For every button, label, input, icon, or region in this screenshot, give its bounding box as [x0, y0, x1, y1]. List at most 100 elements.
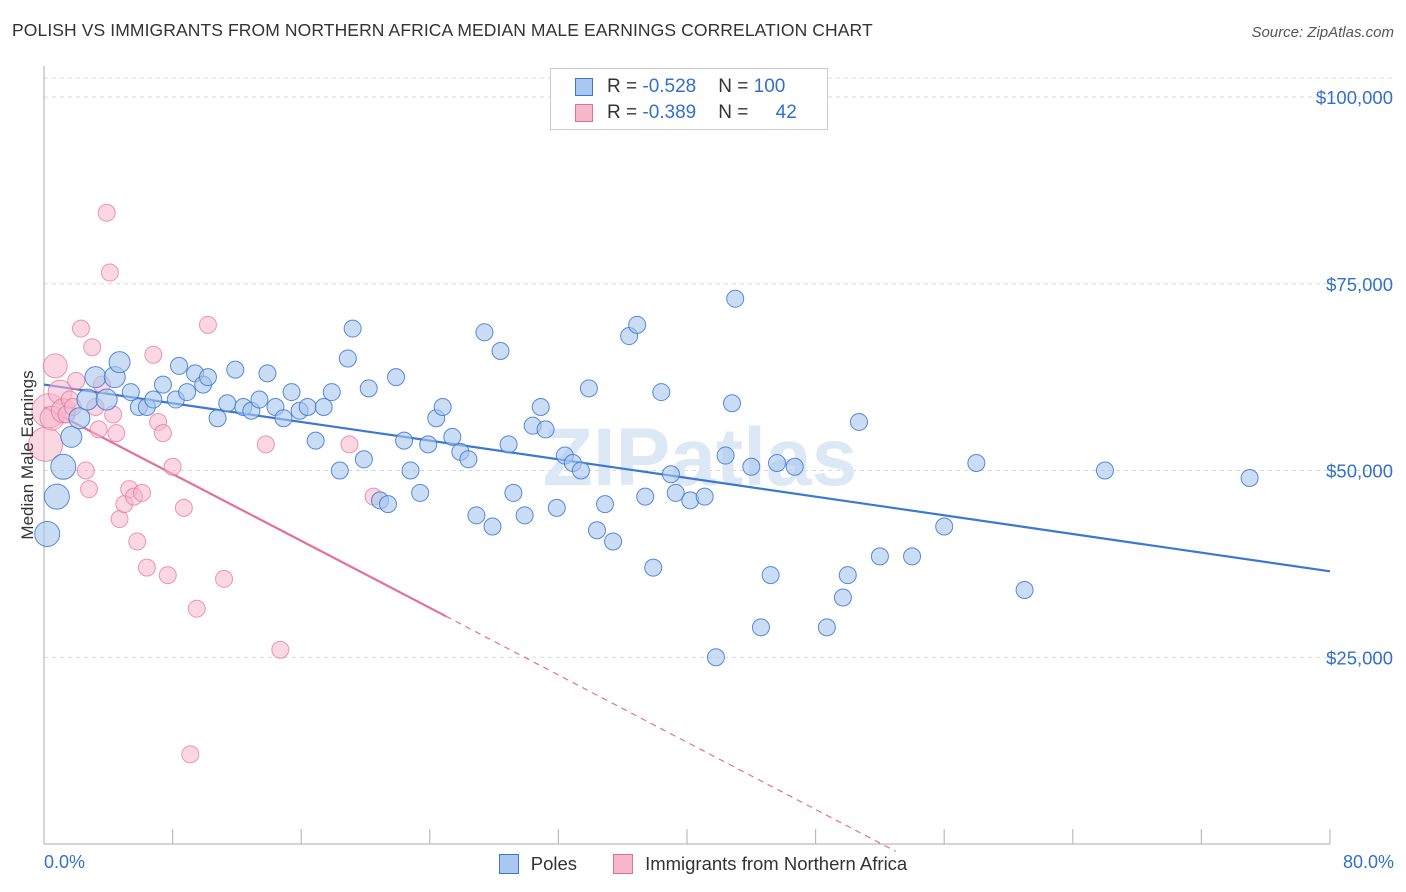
point-northern-africa — [158, 566, 177, 585]
point-poles — [504, 483, 523, 502]
point-poles — [258, 364, 277, 383]
point-poles — [644, 558, 663, 577]
point-poles — [250, 390, 269, 409]
point-poles — [387, 368, 406, 387]
y-tick-label: $25,000 — [1326, 647, 1393, 668]
point-poles — [419, 435, 438, 454]
point-northern-africa — [181, 745, 200, 764]
point-poles — [379, 495, 398, 514]
chart-title: POLISH VS IMMIGRANTS FROM NORTHERN AFRIC… — [12, 20, 873, 40]
point-poles — [838, 566, 857, 585]
point-poles — [536, 420, 555, 439]
point-northern-africa — [89, 420, 108, 439]
point-poles — [401, 461, 420, 480]
point-northern-africa — [71, 319, 90, 338]
point-poles — [768, 454, 787, 473]
point-northern-africa — [271, 640, 290, 659]
point-poles — [967, 454, 986, 473]
point-poles — [483, 517, 502, 536]
point-northern-africa — [137, 558, 156, 577]
point-poles — [817, 618, 836, 637]
point-poles — [870, 547, 889, 566]
watermark: ZIPatlas — [543, 412, 857, 503]
northern-africa-swatch — [575, 104, 593, 122]
point-poles — [833, 588, 852, 607]
point-poles — [76, 388, 99, 411]
poles-swatch — [575, 78, 593, 96]
point-poles — [298, 398, 317, 417]
point-poles — [208, 409, 227, 428]
northern-africa-swatch — [613, 854, 634, 874]
point-poles — [395, 431, 414, 450]
point-poles — [547, 498, 566, 517]
point-poles — [475, 323, 494, 342]
n-label: N = — [718, 102, 754, 123]
point-poles — [459, 450, 478, 469]
point-poles — [359, 379, 378, 398]
legend-row-poles: R = -0.528 N = 100 — [575, 75, 785, 99]
r-label: R = — [607, 102, 643, 123]
point-poles — [587, 521, 606, 540]
point-northern-africa — [340, 435, 359, 454]
series-northern-africa-points — [28, 203, 383, 764]
point-poles — [467, 506, 486, 525]
trend-line-northern-africa-extension — [445, 615, 897, 853]
legend-item-poles[interactable]: Poles — [498, 853, 578, 875]
point-northern-africa — [83, 338, 102, 357]
point-poles — [935, 517, 954, 536]
legend-item-northern-africa[interactable]: Immigrants from Northern Africa — [613, 853, 907, 875]
point-poles — [1015, 581, 1034, 600]
point-poles — [84, 366, 107, 389]
point-poles — [330, 461, 349, 480]
point-poles — [579, 379, 598, 398]
point-northern-africa — [144, 345, 163, 364]
point-northern-africa — [97, 203, 116, 222]
r-label: R = — [607, 76, 643, 97]
y-tick-label: $100,000 — [1316, 87, 1393, 108]
trend-line-northern-africa — [43, 406, 447, 618]
point-poles — [34, 520, 61, 547]
point-northern-africa — [163, 457, 182, 476]
legend-label-northern-africa: Immigrants from Northern Africa — [645, 853, 908, 874]
point-poles — [723, 394, 742, 413]
n-value: 100 — [753, 76, 786, 97]
legend-label-poles: Poles — [530, 853, 578, 874]
point-poles — [60, 425, 83, 448]
point-poles — [274, 409, 293, 428]
legend-row-northern-africa: R = -0.389 N = 42 — [575, 101, 797, 125]
n-label: N = — [718, 76, 754, 97]
point-poles — [178, 383, 197, 402]
point-poles — [761, 566, 780, 585]
y-tick-labels: $25,000 $50,000 $75,000 $100,000 — [1316, 87, 1393, 668]
point-northern-africa — [153, 424, 172, 443]
point-poles — [306, 431, 325, 450]
y-axis-label: Median Male Earnings — [18, 370, 37, 540]
point-poles — [338, 349, 357, 368]
point-poles — [108, 351, 131, 374]
point-northern-africa — [42, 353, 68, 379]
point-poles — [121, 383, 140, 402]
point-poles — [343, 319, 362, 338]
point-poles — [354, 450, 373, 469]
series-legend: Poles Immigrants from Northern Africa — [0, 850, 1406, 878]
poles-swatch — [498, 854, 519, 874]
point-northern-africa — [187, 599, 206, 618]
point-poles — [144, 390, 163, 409]
point-poles — [499, 435, 518, 454]
point-poles — [322, 383, 341, 402]
point-poles — [1240, 468, 1259, 487]
point-poles — [515, 506, 534, 525]
point-poles — [153, 375, 172, 394]
point-poles — [706, 648, 725, 667]
r-value: -0.389 — [642, 102, 697, 123]
point-poles — [903, 547, 922, 566]
point-northern-africa — [80, 480, 99, 499]
point-poles — [596, 495, 615, 514]
point-poles — [751, 618, 770, 637]
point-northern-africa — [133, 483, 152, 502]
point-northern-africa — [198, 315, 217, 334]
point-northern-africa — [100, 263, 119, 282]
point-poles — [170, 356, 189, 375]
point-poles — [411, 483, 430, 502]
